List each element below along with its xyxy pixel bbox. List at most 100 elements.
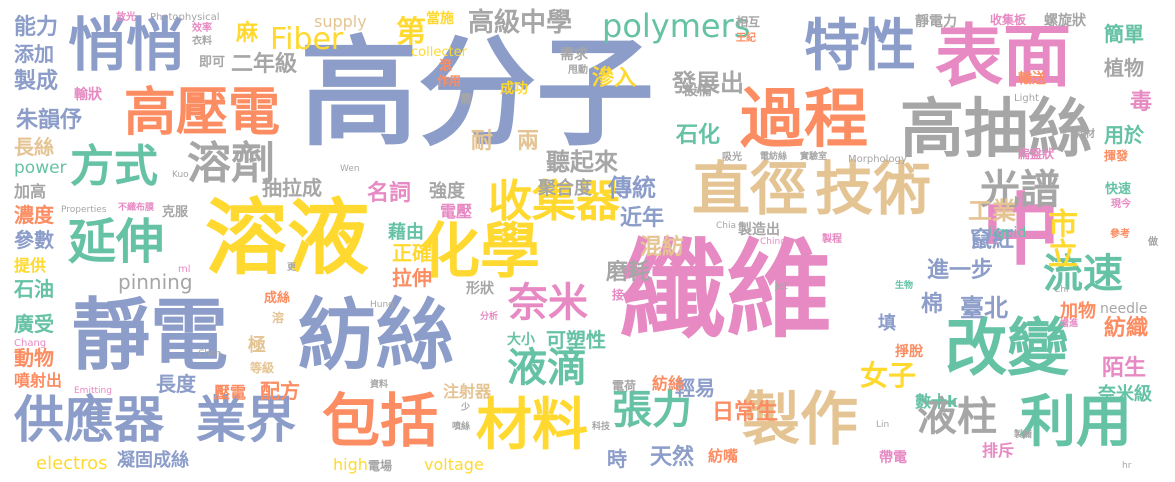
word: 麻 (236, 21, 259, 46)
word: 設備 (684, 83, 712, 99)
word: 包括 (322, 387, 439, 455)
word: 配方 (260, 379, 300, 403)
word: 需 (460, 92, 473, 106)
word: 科技 (592, 422, 611, 432)
word: 溶劑 (187, 138, 275, 189)
word: 天然 (650, 445, 695, 470)
word: 螺旋狀 (1044, 13, 1086, 29)
word: 高壓電 (124, 83, 281, 143)
word: 相互 (736, 15, 761, 29)
word: needle (1100, 301, 1148, 317)
word: 奈米級 (1098, 384, 1152, 405)
word: Chen (198, 349, 222, 359)
word: 製程 (822, 234, 842, 245)
word: 當施 (426, 11, 454, 27)
word: 光譜 (980, 167, 1060, 213)
word: 需求 (560, 47, 588, 63)
word: 材料 (476, 393, 588, 458)
word: 磨耗 (606, 260, 651, 285)
word: 形狀 (466, 281, 494, 297)
word: 注射器 (443, 382, 492, 401)
word: 帶電 (879, 450, 907, 466)
word: 中 (982, 186, 1061, 276)
word: 市立 (1042, 208, 1077, 268)
word: 少 (461, 403, 471, 413)
word: 毒 (1130, 90, 1153, 115)
word: 特性 (804, 14, 916, 79)
word: 數十k (915, 392, 958, 411)
word: 添加 (14, 42, 54, 66)
word: 填 (878, 313, 896, 334)
word: 工業 (968, 197, 1016, 225)
word: 衣料 (192, 36, 212, 47)
word: Lin (876, 420, 890, 430)
word: 第 (396, 15, 426, 50)
word: 放光 (116, 12, 136, 23)
word: 紡織 (1104, 316, 1149, 341)
word: 靜電 (72, 291, 229, 381)
word: ml (178, 264, 191, 275)
word: Chang (14, 338, 47, 349)
word: 用於 (1104, 123, 1144, 147)
word: 現今 (1111, 199, 1131, 210)
word: 快速 (1105, 182, 1132, 197)
word: 輸送 (1018, 71, 1046, 87)
word: 臺北 (960, 294, 1008, 322)
word: pinning (118, 270, 193, 294)
word: 利用 (1020, 390, 1132, 455)
word: Ching (760, 237, 786, 247)
word: collecter (411, 45, 467, 60)
word: Photophysical (150, 12, 220, 23)
word: 資料 (370, 380, 389, 390)
word: 植物 (1104, 56, 1144, 80)
word: 王紀 (736, 33, 756, 44)
word: 時 (607, 447, 627, 471)
word: 張力 (612, 387, 692, 433)
word: 液滴 (507, 345, 587, 391)
word: 業界 (196, 391, 296, 449)
word: 延伸 (68, 214, 165, 270)
word: Light (1014, 93, 1039, 104)
word: 加高 (14, 182, 47, 201)
word: 近年 (620, 206, 665, 231)
word: 成絲 (264, 291, 291, 306)
word: 直徑 (692, 155, 809, 223)
word: 不織布膜 (118, 203, 155, 213)
word: 進一步 (927, 258, 994, 283)
word: high (333, 455, 368, 474)
word: 纖維 (620, 229, 832, 352)
word: 化學 (420, 217, 540, 287)
word: 溶液 (205, 191, 370, 286)
word: 電荷 (612, 379, 637, 393)
word: 聚合度 (538, 178, 592, 199)
word: 長絲 (14, 135, 54, 159)
word: 生物 (895, 281, 914, 291)
word: 大小 (507, 332, 535, 348)
word: 竄紅 (970, 228, 1015, 253)
word: 製作 (742, 385, 859, 453)
word: 濃度 (14, 203, 54, 227)
word: 加物 (1060, 301, 1096, 322)
word: 耐 (471, 129, 494, 154)
word: Chia (716, 221, 737, 231)
word: 紡絲 (652, 374, 685, 393)
word: 成功 (500, 81, 528, 97)
word: power (14, 158, 67, 178)
word: 參數 (14, 228, 54, 252)
word: 輕易 (675, 376, 715, 400)
word: 陌生 (1102, 356, 1147, 381)
word: 日常生 (712, 400, 779, 425)
word: 分析 (480, 312, 499, 322)
word: 收集器 (488, 176, 620, 227)
word: 強度 (429, 181, 465, 202)
word: 傳統 (608, 174, 656, 202)
word: 電場 (368, 459, 393, 473)
word: 掙脫 (895, 344, 923, 360)
word: 接 (612, 288, 625, 302)
word: Hung (370, 300, 394, 310)
word: 廣受 (14, 312, 54, 336)
word: 作用 (437, 74, 462, 88)
word: 拉伸 (392, 266, 432, 290)
word: 棉 (921, 292, 944, 317)
